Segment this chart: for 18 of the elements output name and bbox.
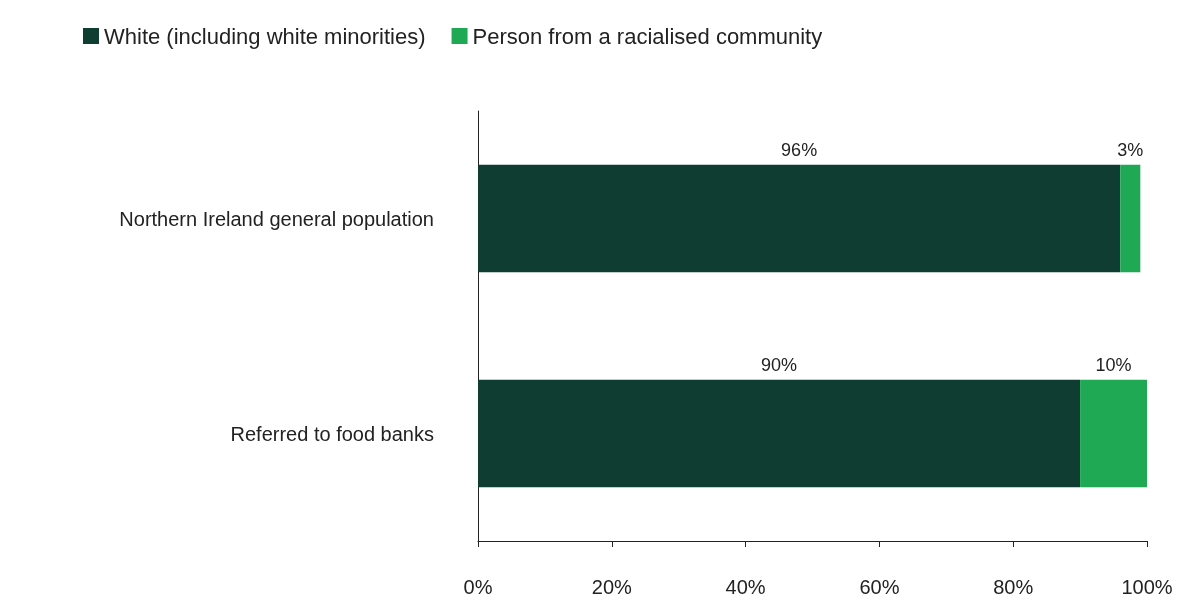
x-tick-label: 100% bbox=[1121, 576, 1173, 598]
data-label: 90% bbox=[761, 354, 798, 375]
y-tick-label: Northern Ireland general population bbox=[119, 207, 434, 230]
x-tick-label: 80% bbox=[993, 576, 1034, 598]
x-tick-label: 40% bbox=[725, 576, 766, 598]
x-tick-label: 0% bbox=[463, 576, 493, 598]
bar bbox=[1080, 379, 1147, 488]
x-tick-label: 20% bbox=[591, 576, 633, 598]
bar bbox=[1120, 164, 1141, 273]
bar bbox=[478, 379, 1081, 488]
data-label: 96% bbox=[781, 139, 818, 160]
bar bbox=[478, 164, 1121, 273]
legend-label: White (including white minorities) bbox=[104, 23, 426, 49]
y-tick-label: Referred to food banks bbox=[230, 422, 434, 445]
x-tick-label: 60% bbox=[859, 576, 900, 598]
data-label: 10% bbox=[1095, 354, 1132, 375]
legend-label: Person from a racialised community bbox=[472, 23, 823, 49]
data-label: 3% bbox=[1117, 139, 1144, 160]
